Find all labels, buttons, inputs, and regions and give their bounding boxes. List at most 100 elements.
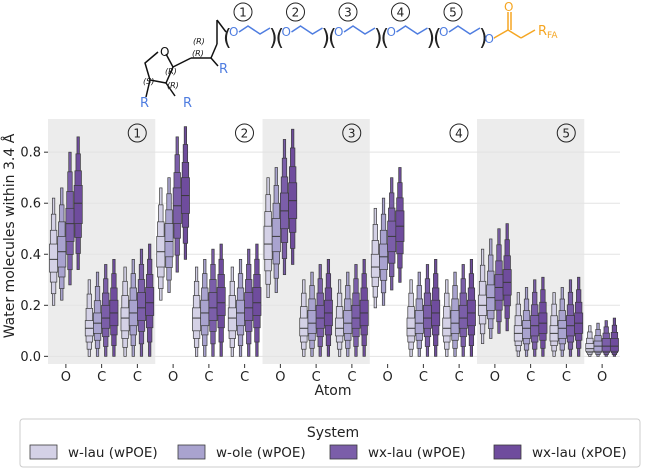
- boxen-1-7: [307, 271, 317, 357]
- unit-circle: [338, 2, 358, 22]
- chart: 1 2 3 4 5 0.0 0.2 0.4 0.6 0.8 O C C O C C O C C O C C O C C O W…: [1, 119, 620, 399]
- boxen-0-15: [585, 325, 595, 357]
- boxen-box: [227, 307, 237, 332]
- group-labels: 1 2 3 4 5: [127, 123, 576, 143]
- boxen-box: [351, 304, 361, 329]
- group-circle: [235, 123, 254, 143]
- boxen-3-7: [323, 259, 333, 357]
- boxen-box: [343, 310, 353, 334]
- x-tick-label: C: [312, 370, 321, 385]
- boxen-box: [458, 304, 468, 329]
- boxen-box: [307, 310, 317, 334]
- legend-frame: [19, 418, 641, 468]
- paren: (: [381, 26, 390, 51]
- boxen-2-5: [244, 248, 254, 357]
- legend-items: w-lau (wPOE) w-ole (wPOE) wx-lau (wPOE) wx-…: [29, 444, 627, 461]
- group-circle: [127, 123, 147, 143]
- x-tick-label: C: [419, 370, 428, 385]
- legend-item: wx-lau (wPOE): [329, 444, 466, 461]
- y-axis-label: Water molecules within 3.4 Å: [1, 133, 18, 338]
- boxen-2-7: [315, 264, 325, 357]
- boxen-1-15: [593, 322, 603, 357]
- boxen-box: [145, 287, 155, 316]
- boxen-2-12: [494, 228, 504, 334]
- legend-swatch: [329, 444, 358, 460]
- boxen-2-4: [208, 248, 218, 357]
- ester-carbonyl-oxygen: O: [504, 0, 513, 14]
- unit-circle: [443, 2, 463, 22]
- chain-oxygen: O: [229, 25, 238, 39]
- boxen-1-4: [200, 259, 210, 357]
- boxen-0-3: [156, 187, 166, 301]
- group-label: 3: [348, 127, 356, 141]
- x-tick-label: O: [383, 370, 393, 385]
- boxen-box: [601, 338, 611, 352]
- unit-number: 4: [397, 6, 405, 20]
- y-tick-label: 0.0: [20, 350, 41, 365]
- chain-bond: [291, 25, 323, 35]
- y-ticks: 0.0 0.2 0.4 0.6 0.8: [20, 146, 48, 365]
- paren: (: [276, 26, 285, 51]
- boxen-box: [522, 320, 531, 339]
- chain-bond: [396, 25, 428, 35]
- boxen-box: [216, 287, 226, 316]
- chain-oxygen: O: [387, 25, 396, 39]
- boxen-1-8: [343, 271, 353, 357]
- boxen-box: [335, 317, 345, 337]
- stereo-label: (R): [165, 67, 177, 76]
- boxen-box: [49, 243, 59, 273]
- fatty-acid-label: RFA: [538, 24, 558, 41]
- boxen-0-1: [84, 279, 94, 357]
- stereo-label: (S): [143, 77, 154, 86]
- boxen-1-10: [414, 271, 424, 357]
- boxen-3-10: [431, 259, 441, 357]
- paren: (: [433, 26, 442, 51]
- boxen-1-0: [57, 187, 67, 301]
- x-tick-label: O: [275, 370, 285, 385]
- poe-chain: (O)1(O)2(O)3(O)4(O)5O: [223, 2, 495, 51]
- x-axis-label: Atom: [314, 383, 351, 399]
- legend: System w-lau (wPOE) w-ole (wPOE) wx-lau (w…: [19, 418, 641, 468]
- boxen-2-11: [458, 264, 468, 357]
- boxen-0-6: [263, 177, 273, 298]
- boxen-0-14: [549, 292, 559, 357]
- boxen-0-8: [335, 279, 345, 357]
- chain-oxygen: O: [439, 25, 448, 39]
- group-circle: [556, 123, 576, 143]
- group-circle: [342, 123, 362, 143]
- boxen-1-14: [557, 287, 567, 357]
- group-label: 1: [133, 127, 141, 141]
- r-group-label: R: [219, 62, 228, 77]
- x-tick-label: C: [204, 370, 213, 385]
- boxen-2-3: [172, 136, 182, 273]
- boxen-2-8: [351, 264, 361, 357]
- paren: ): [479, 26, 488, 51]
- boxen-box: [414, 310, 424, 334]
- boxen-box: [263, 225, 273, 260]
- boxen-3-15: [609, 317, 619, 357]
- boxen-2-0: [65, 151, 75, 286]
- boxen-3-4: [216, 243, 226, 357]
- chain-bond: [448, 25, 481, 35]
- boxen-box: [442, 317, 452, 337]
- boxen-3-1: [109, 259, 119, 357]
- unit-circle: [391, 2, 410, 22]
- boxen-2-10: [423, 264, 432, 357]
- boxen-1-3: [164, 177, 174, 293]
- unit-circle: [233, 2, 253, 22]
- legend-item: wx-lau (xPOE): [493, 444, 627, 461]
- stereo-label: (R): [167, 81, 179, 90]
- paren: ): [374, 26, 383, 51]
- chain-oxygen: O: [334, 25, 343, 39]
- boxen-3-9: [395, 167, 405, 283]
- boxen-box: [609, 338, 619, 352]
- boxen-box: [208, 292, 218, 321]
- boxen-box: [271, 218, 281, 253]
- x-tick-label: C: [133, 370, 142, 385]
- x-tick-label: C: [455, 370, 464, 385]
- chain-oxygen: O: [282, 25, 291, 39]
- boxen-0-11: [442, 279, 452, 357]
- x-tick-label: C: [347, 370, 356, 385]
- x-tick-label: C: [526, 370, 535, 385]
